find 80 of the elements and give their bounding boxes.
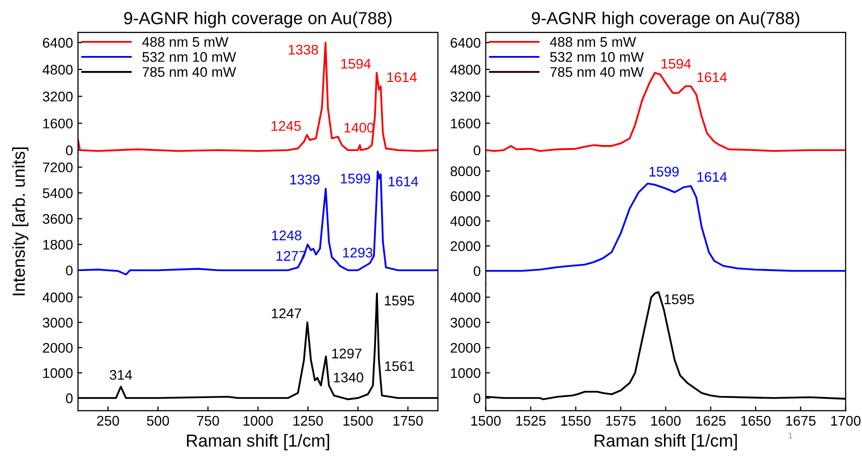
x-tick-label: 1250 <box>294 416 323 426</box>
y-tick-label: 8000 <box>450 166 480 176</box>
y-tick-label: 1600 <box>451 118 480 128</box>
y-tick-label: 1000 <box>43 368 73 378</box>
x-tick-label: 1500 <box>344 416 373 426</box>
x-tick-label: 250 <box>97 416 120 426</box>
x-tick-label: 500 <box>146 416 170 426</box>
x-tick-label: 1700 <box>831 416 861 426</box>
x-axis-title: Raman shift [1/cm] <box>594 434 737 450</box>
x-axis-title: Raman shift [1/cm] <box>187 434 330 450</box>
x-tick-label: 1600 <box>651 416 681 426</box>
annotation: 1595 <box>664 294 694 304</box>
y-tick-label: 2000 <box>450 342 480 353</box>
legend-label: 532 nm 10 mW <box>550 52 644 62</box>
annotation: 1594 <box>341 58 371 69</box>
y-tick-label: 4800 <box>42 64 73 75</box>
line-series <box>78 170 438 276</box>
annotation: 1614 <box>388 176 418 186</box>
y-tick-label: 7200 <box>42 162 73 172</box>
line-series <box>486 182 846 272</box>
y-tick-label: 4000 <box>450 292 480 302</box>
chart-title: 9-AGNR high coverage on Au(788) <box>532 12 800 28</box>
y-tick-label: 6000 <box>450 191 480 202</box>
annotation: 1561 <box>385 361 414 372</box>
annotation: 1248 <box>272 230 302 240</box>
annotation: 1614 <box>387 72 417 82</box>
y-tick-label: 0 <box>474 266 480 276</box>
text: 1 <box>788 432 792 438</box>
y-tick-label: 3200 <box>450 92 480 102</box>
x-tick-label: 1750 <box>394 416 423 426</box>
annotation: 314 <box>110 370 132 380</box>
annotation: 1595 <box>384 296 414 306</box>
y-tick-label: 1000 <box>451 368 480 378</box>
y-tick-label: 0 <box>474 145 480 156</box>
chart-title: 9-AGNR high coverage on Au(788) <box>124 12 392 28</box>
x-tick-label: 1550 <box>561 416 591 426</box>
legend-label: 532 nm 10 mW <box>142 52 236 62</box>
y-tick-label: 2000 <box>450 241 480 252</box>
legend-label: 488 nm 5 mW <box>550 37 636 47</box>
x-tick-label: 1500 <box>471 416 501 426</box>
annotation: 1297 <box>332 348 362 358</box>
annotation: 1340 <box>334 372 364 382</box>
y-tick-label: 0 <box>66 266 73 276</box>
y-tick-label: 3200 <box>42 92 73 102</box>
y-tick-label: 3000 <box>42 318 73 328</box>
y-tick-label: 6400 <box>450 38 480 48</box>
annotation: 1614 <box>697 72 727 82</box>
annotation: 1338 <box>288 44 318 55</box>
y-tick-label: 0 <box>474 393 480 404</box>
annotation: 1599 <box>650 166 679 177</box>
y-tick-label: 1600 <box>43 118 73 128</box>
y-tick-label: 0 <box>66 393 73 404</box>
y-tick-label: 3600 <box>42 214 73 224</box>
x-tick-label: 1575 <box>606 416 636 426</box>
annotation: 1245 <box>272 121 301 131</box>
legend-label: 785 nm 40 mW <box>550 67 644 77</box>
y-tick-label: 2000 <box>42 342 73 353</box>
y-tick-label: 4800 <box>450 64 480 75</box>
y-tick-label: 4000 <box>42 292 73 302</box>
x-tick-label: 1000 <box>244 416 273 426</box>
annotation: 1599 <box>340 174 370 184</box>
legend-label: 488 nm 5 mW <box>142 37 228 47</box>
annotation: 1247 <box>272 308 302 318</box>
annotation: 1614 <box>697 172 727 182</box>
x-tick-label: 1625 <box>696 416 726 426</box>
x-tick-label: 1675 <box>786 416 816 426</box>
annotation: 1339 <box>290 174 320 184</box>
y-tick-label: 0 <box>66 145 73 156</box>
x-tick-label: 1525 <box>516 416 546 426</box>
y-tick-label: 6400 <box>42 38 73 48</box>
y-tick-label: 1800 <box>43 240 73 250</box>
y-axis-title: Intensity [arb. units] <box>12 148 28 296</box>
y-tick-label: 4000 <box>450 216 480 226</box>
annotation: 1594 <box>662 58 691 69</box>
x-tick-label: 1650 <box>741 416 771 426</box>
y-tick-label: 3000 <box>450 318 480 328</box>
x-tick-label: 750 <box>197 416 220 426</box>
y-tick-label: 5400 <box>42 188 73 198</box>
annotation: 1293 <box>343 248 372 258</box>
legend-label: 785 nm 40 mW <box>142 67 236 77</box>
